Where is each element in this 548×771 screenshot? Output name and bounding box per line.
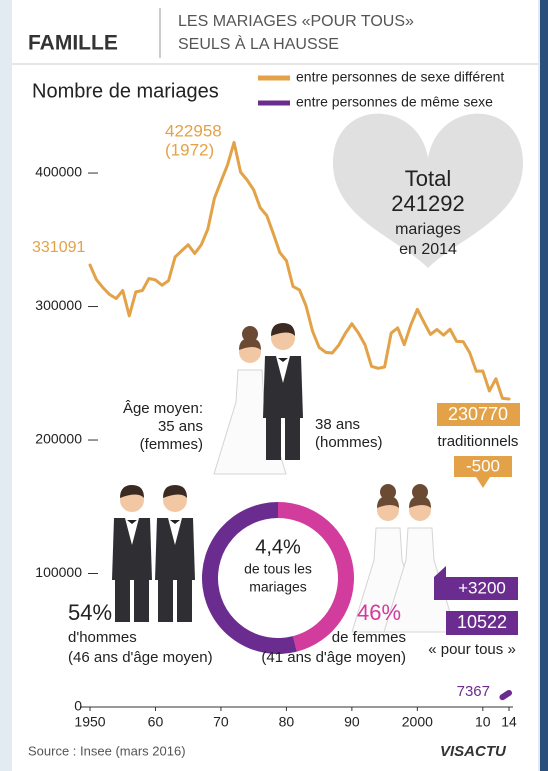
share-label: 46% xyxy=(357,600,401,625)
x-tick-label: 1950 xyxy=(74,714,105,730)
end-note: traditionnels xyxy=(438,433,519,450)
share-label: 54% xyxy=(68,600,112,625)
age-title: Âge moyen: xyxy=(123,400,203,417)
legend-label: entre personnes de même sexe xyxy=(296,94,493,110)
peak-label: 422958 xyxy=(165,121,222,140)
legend-label: entre personnes de sexe différent xyxy=(296,69,504,85)
age-men: 38 ans xyxy=(315,416,360,433)
y-tick-label: 400000 xyxy=(35,164,82,180)
y-tick-label: 100000 xyxy=(35,564,82,580)
y-axis-title: Nombre de mariages xyxy=(32,80,219,102)
x-tick-label: 14 xyxy=(501,714,517,730)
x-tick-label: 80 xyxy=(279,714,295,730)
total-note: en 2014 xyxy=(399,241,457,258)
donut-center: mariages xyxy=(249,579,307,595)
y-tick-label: 300000 xyxy=(35,297,82,313)
source: Source : Insee (mars 2016) xyxy=(28,743,186,758)
title-line: LES MARIAGES «POUR TOUS» xyxy=(178,13,414,30)
age-women: (femmes) xyxy=(140,436,203,453)
share-note: (46 ans d'âge moyen) xyxy=(68,649,213,666)
start-label: 331091 xyxy=(32,239,85,256)
end-label: 230770 xyxy=(448,404,508,424)
change-label: +3200 xyxy=(458,578,506,597)
infographic: FAMILLE LES MARIAGES «POUR TOUS» SEULS À… xyxy=(0,0,548,771)
side-strip xyxy=(540,0,548,771)
end-note: « pour tous » xyxy=(428,641,516,658)
end-label: 10522 xyxy=(457,612,507,632)
x-tick-label: 70 xyxy=(213,714,229,730)
x-tick-label: 90 xyxy=(344,714,360,730)
total-title: Total xyxy=(405,166,451,191)
peak-note: (1972) xyxy=(165,140,214,159)
total-value: 241292 xyxy=(391,191,464,216)
x-tick-label: 60 xyxy=(148,714,164,730)
section: FAMILLE xyxy=(28,32,118,55)
x-tick-label: 2000 xyxy=(402,714,433,730)
change-label: -500 xyxy=(466,456,500,475)
total-unit: mariages xyxy=(395,221,461,238)
donut-center: 4,4% xyxy=(255,536,301,558)
page: FAMILLE LES MARIAGES «POUR TOUS» SEULS À… xyxy=(0,0,548,771)
share-note: (41 ans d'âge moyen) xyxy=(261,649,406,666)
x-tick-label: 10 xyxy=(475,714,491,730)
start-label: 7367 xyxy=(457,683,490,700)
share-note: de femmes xyxy=(332,629,406,646)
age-men: (hommes) xyxy=(315,434,383,451)
share-note: d'hommes xyxy=(68,629,137,646)
brand: VISACTU xyxy=(440,743,507,760)
donut-center: de tous les xyxy=(244,561,312,577)
y-tick-label: 200000 xyxy=(35,431,82,447)
age-women: 35 ans xyxy=(158,418,203,435)
y-tick-label: 0 xyxy=(74,698,82,714)
title-line: SEULS À LA HAUSSE xyxy=(178,34,339,53)
series-line xyxy=(502,693,509,697)
